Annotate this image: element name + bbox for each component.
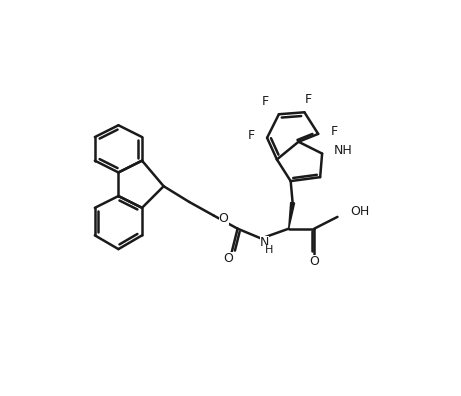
Text: OH: OH <box>350 205 370 218</box>
Text: NH: NH <box>334 144 353 157</box>
Text: O: O <box>223 252 233 265</box>
Text: F: F <box>248 129 255 143</box>
Text: N: N <box>260 236 269 249</box>
Text: F: F <box>305 93 312 106</box>
Text: F: F <box>261 95 269 108</box>
Text: F: F <box>331 126 337 139</box>
Text: O: O <box>309 255 319 268</box>
Text: H: H <box>265 244 273 255</box>
Polygon shape <box>289 202 295 228</box>
Text: O: O <box>219 211 229 225</box>
